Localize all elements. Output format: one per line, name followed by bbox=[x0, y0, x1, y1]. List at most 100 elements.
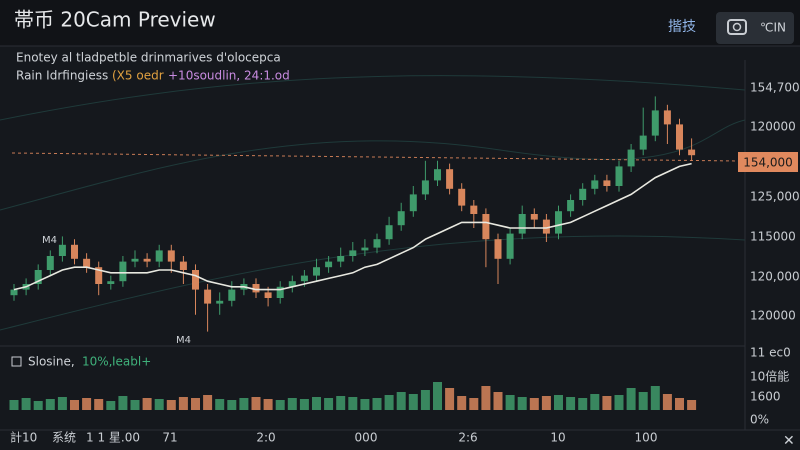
header-bar bbox=[0, 0, 800, 46]
candle-body bbox=[276, 286, 284, 298]
time-label: 71 bbox=[162, 431, 177, 445]
candle-body bbox=[143, 258, 151, 262]
candle-body bbox=[107, 281, 115, 284]
volume-bar bbox=[239, 398, 249, 410]
candle-body bbox=[518, 214, 526, 234]
candle-body bbox=[615, 166, 623, 186]
candle-body bbox=[688, 149, 696, 156]
candle-body bbox=[555, 211, 562, 234]
candle-body bbox=[542, 219, 550, 234]
candle-body bbox=[46, 256, 54, 270]
candle-body bbox=[591, 180, 599, 189]
close-icon[interactable]: ✕ bbox=[783, 433, 795, 449]
volume-bar bbox=[457, 396, 467, 410]
volume-bar bbox=[408, 394, 418, 410]
volume-axis-label: 1600 bbox=[750, 390, 781, 404]
volume-bar bbox=[299, 399, 309, 410]
volume-bar bbox=[33, 401, 43, 410]
volume-bar bbox=[215, 399, 225, 410]
volume-bar bbox=[275, 400, 285, 410]
price-axis-label: 115000 bbox=[750, 230, 796, 244]
candle-body bbox=[470, 205, 478, 214]
volume-bar bbox=[142, 398, 152, 410]
candle-body bbox=[337, 256, 345, 262]
candle-body bbox=[373, 239, 381, 248]
volume-bar bbox=[203, 395, 213, 410]
candle-body bbox=[567, 200, 575, 212]
candle-body bbox=[204, 289, 212, 304]
candle-body bbox=[179, 261, 187, 270]
volume-bar bbox=[312, 397, 321, 410]
volume-bar bbox=[348, 397, 358, 410]
time-label: 10 bbox=[550, 431, 565, 445]
current-price-line bbox=[11, 152, 741, 162]
candle-body bbox=[663, 110, 671, 125]
volume-bar bbox=[554, 395, 563, 410]
volume-bar bbox=[324, 398, 334, 410]
volume-bar bbox=[505, 395, 515, 410]
candle-body bbox=[216, 300, 224, 304]
action-link[interactable]: 揩技 bbox=[668, 19, 696, 35]
volume-bar bbox=[481, 386, 491, 410]
price-axis-label: 154,700 bbox=[750, 81, 800, 95]
volume-bar bbox=[166, 400, 176, 410]
volume-bar bbox=[45, 399, 55, 410]
volume-bar bbox=[396, 392, 406, 410]
volume-bar bbox=[372, 398, 382, 410]
volume-bar bbox=[70, 400, 79, 410]
volume-bar bbox=[614, 395, 624, 410]
candle-body bbox=[651, 110, 659, 136]
volume-bar bbox=[420, 390, 430, 410]
volume-bar bbox=[21, 398, 31, 410]
volume-bar bbox=[626, 388, 636, 410]
volume-bar bbox=[94, 399, 104, 410]
candle-body bbox=[167, 250, 175, 262]
moving-average bbox=[13, 162, 692, 291]
volume-bar bbox=[191, 398, 200, 410]
candle-body bbox=[155, 250, 163, 262]
candle-body bbox=[264, 292, 272, 298]
candle-body bbox=[349, 250, 357, 256]
candle-body bbox=[506, 233, 514, 259]
candle-body bbox=[494, 239, 502, 259]
volume-bar bbox=[675, 398, 684, 410]
volume-bar bbox=[578, 398, 588, 410]
candle-body bbox=[300, 275, 308, 282]
volume-bar bbox=[566, 397, 576, 410]
volume-bar bbox=[118, 396, 128, 410]
app-title: 帯币 20Cam Preview bbox=[14, 8, 216, 32]
footer-label: 計10 bbox=[10, 430, 37, 445]
volume-bar bbox=[687, 400, 697, 410]
price-tag-label: 154,000 bbox=[743, 156, 793, 170]
candle-body bbox=[58, 244, 66, 256]
volume-bar bbox=[662, 394, 672, 410]
candle-body bbox=[434, 169, 441, 181]
price-axis-label: 120,000 bbox=[750, 270, 800, 284]
volume-axis-label: 10倍能 bbox=[750, 369, 789, 384]
volume-bar bbox=[469, 398, 479, 410]
candle-body bbox=[397, 211, 405, 226]
candle-body bbox=[409, 194, 417, 212]
time-label: 100 bbox=[635, 431, 658, 445]
volume-bar bbox=[493, 392, 503, 410]
time-label: 2:0 bbox=[256, 431, 275, 445]
volume-bar bbox=[529, 398, 539, 410]
footer-label: 1 1 星.00 bbox=[86, 431, 140, 445]
volume-bar bbox=[154, 399, 164, 410]
candle-body bbox=[228, 289, 236, 301]
candle-body bbox=[676, 124, 683, 150]
volume-legend: Ieabl+ bbox=[112, 355, 151, 369]
candle-body bbox=[603, 180, 611, 186]
candle-body bbox=[325, 261, 333, 268]
candle-body bbox=[119, 261, 127, 282]
volume-bar bbox=[445, 388, 455, 410]
legend-icon bbox=[11, 356, 22, 367]
legend-line: (X5 oedr bbox=[112, 69, 164, 83]
candle-body bbox=[385, 225, 393, 240]
candle-body bbox=[313, 267, 320, 276]
volume-bar bbox=[263, 399, 273, 410]
candle-body bbox=[192, 270, 199, 290]
volume-bar bbox=[227, 400, 237, 410]
volume-legend: 10%, bbox=[82, 355, 113, 369]
